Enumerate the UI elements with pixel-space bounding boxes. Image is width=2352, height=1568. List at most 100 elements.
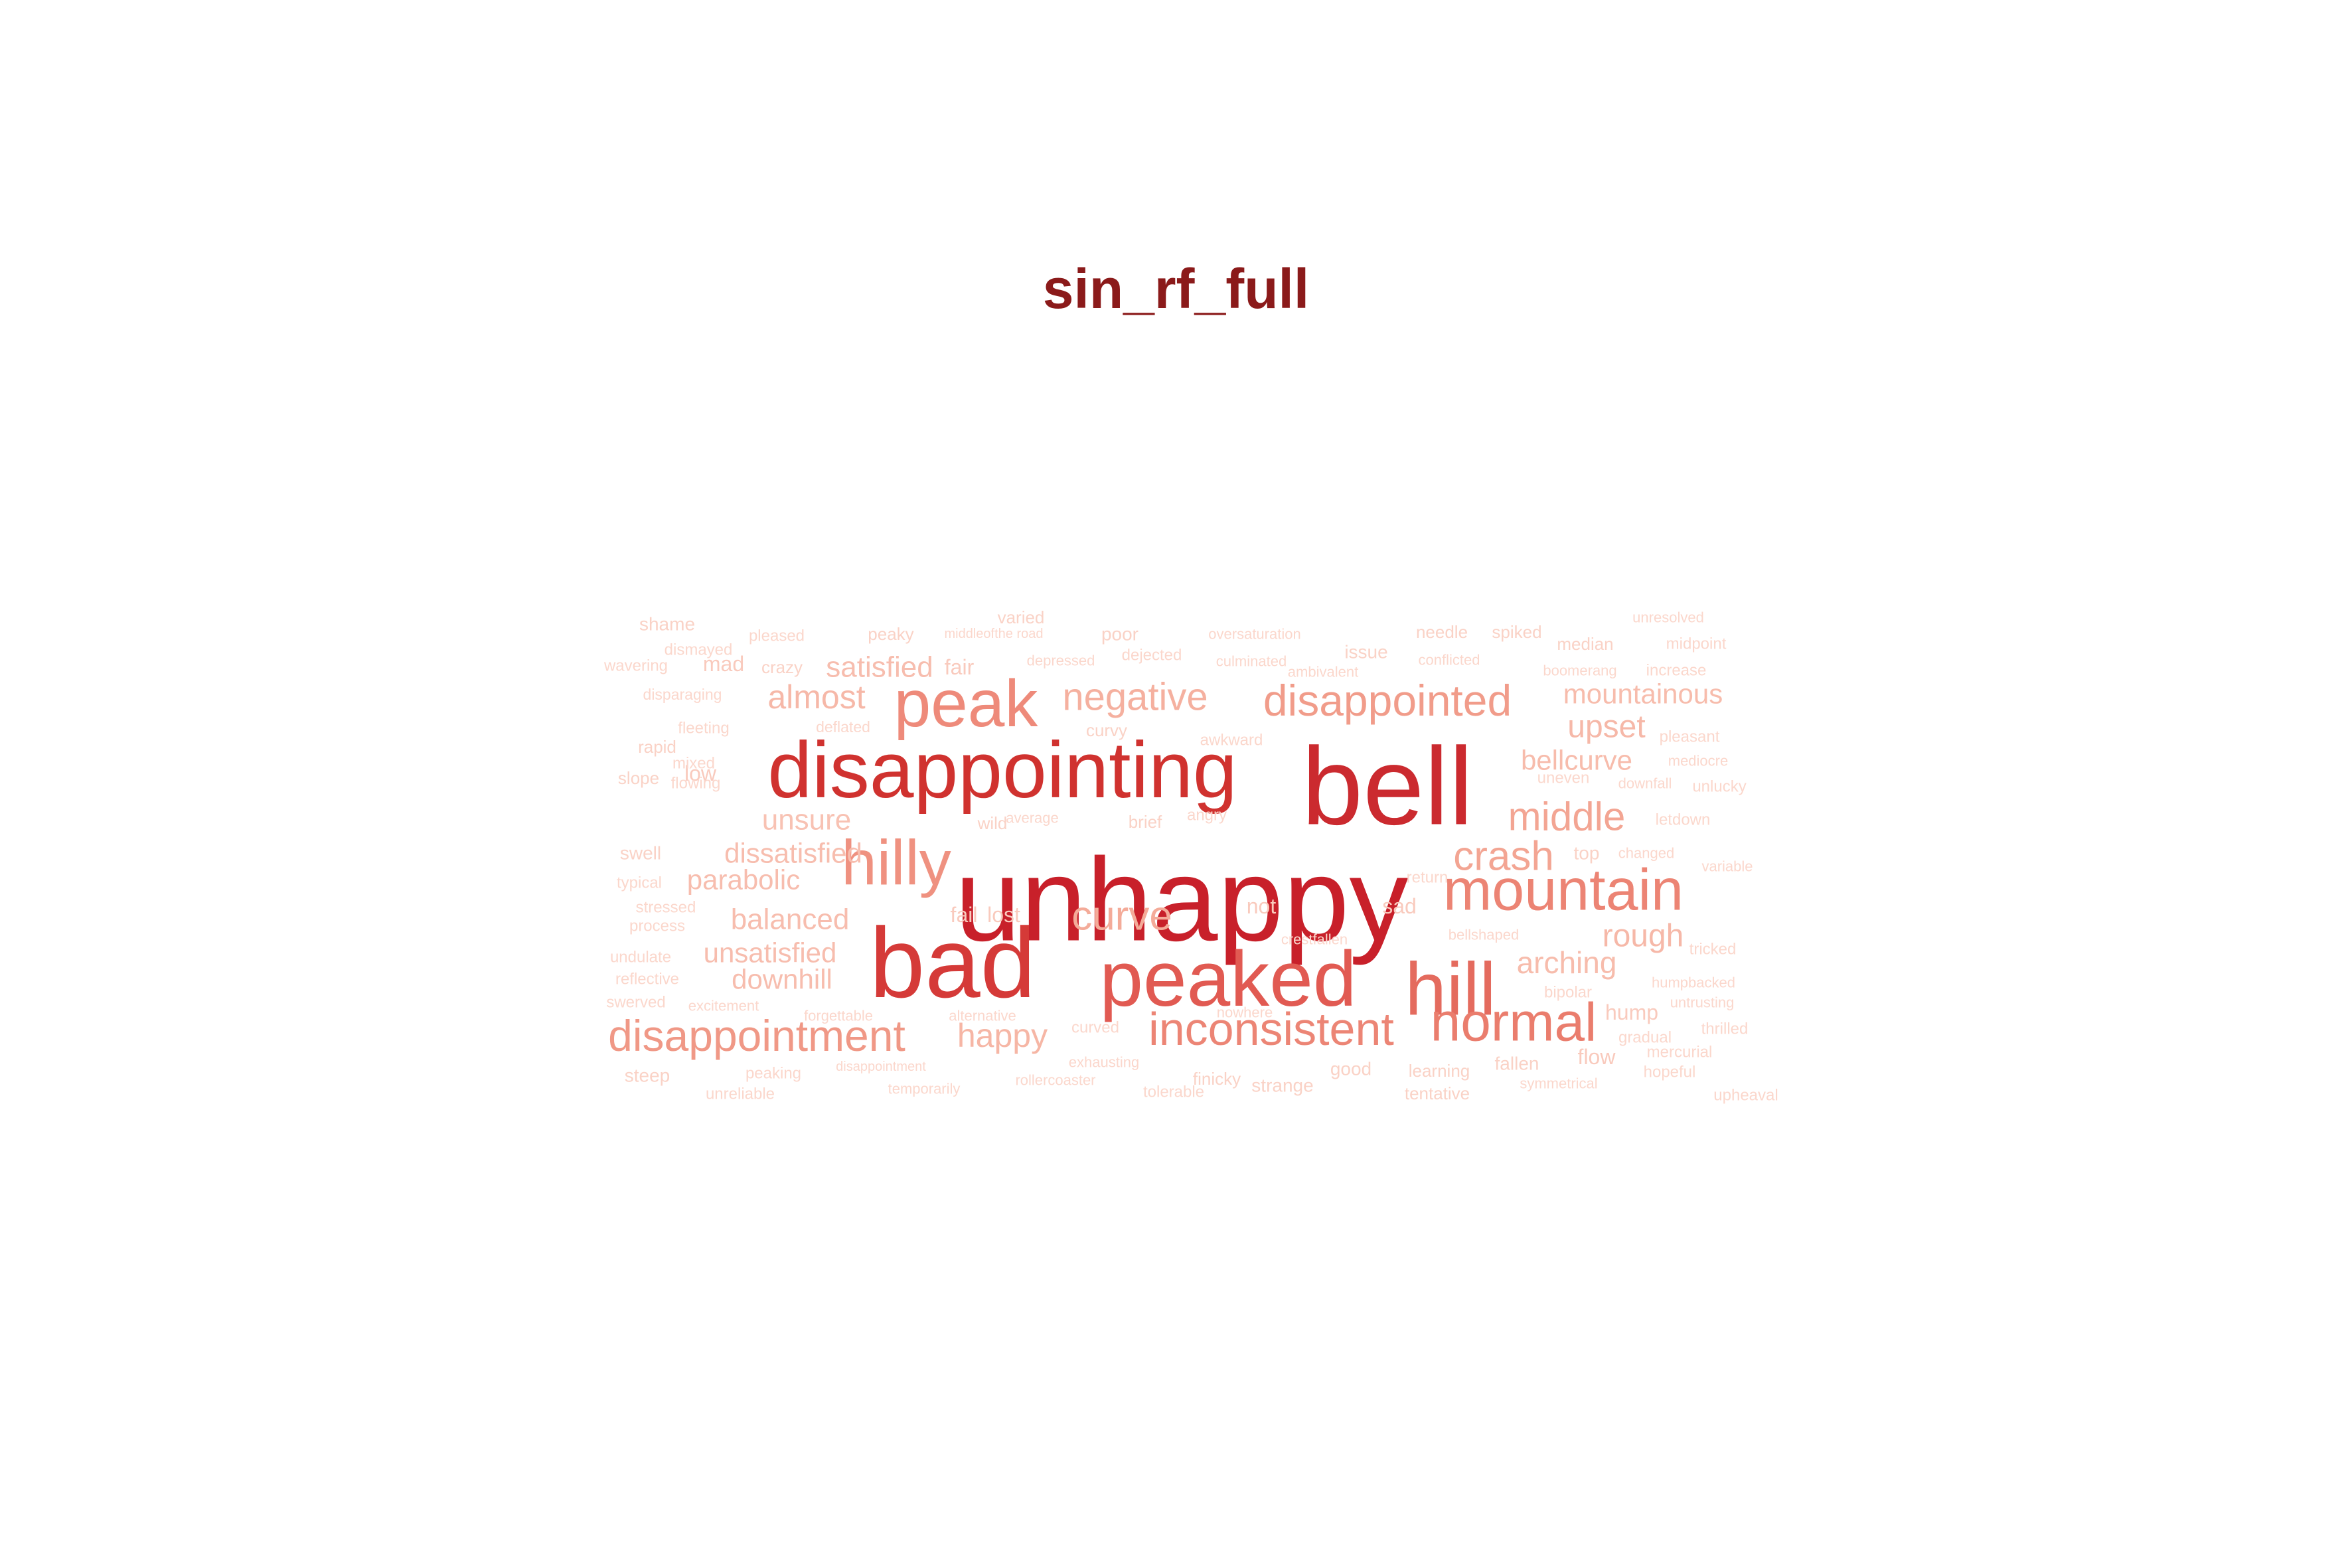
- word-gradual: gradual: [1618, 1029, 1672, 1047]
- word-deflated: deflated: [816, 718, 870, 736]
- word-reflective: reflective: [615, 971, 679, 988]
- word-stressed: stressed: [636, 899, 696, 917]
- word-not: not: [1247, 894, 1277, 918]
- word-brief: brief: [1129, 812, 1162, 832]
- word-mad: mad: [703, 652, 744, 676]
- word-hump: hump: [1605, 1000, 1658, 1024]
- word-parabolic: parabolic: [687, 864, 800, 896]
- word-tricked: tricked: [1689, 941, 1737, 959]
- word-hopeful: hopeful: [1644, 1063, 1696, 1081]
- word-ambivalent: ambivalent: [1288, 664, 1358, 680]
- word-culminated: culminated: [1216, 653, 1287, 670]
- word-bipolar: bipolar: [1544, 984, 1592, 1002]
- word-downhill: downhill: [732, 964, 832, 995]
- word-low: low: [684, 761, 717, 785]
- word-unsure: unsure: [762, 804, 852, 836]
- word-process: process: [629, 917, 685, 935]
- word-curvy: curvy: [1086, 720, 1127, 740]
- word-excitement: excitement: [688, 998, 759, 1014]
- word-letdown: letdown: [1656, 811, 1711, 829]
- word-crazy: crazy: [761, 657, 803, 677]
- word-depressed: depressed: [1027, 653, 1095, 669]
- word-disappointment: disappointment: [836, 1059, 926, 1074]
- word-learning: learning: [1409, 1061, 1470, 1081]
- word-bellshaped: bellshaped: [1449, 927, 1519, 943]
- word-shame: shame: [639, 614, 695, 635]
- word-tolerable: tolerable: [1143, 1083, 1204, 1101]
- word-rollercoaster: rollercoaster: [1015, 1072, 1095, 1089]
- word-happy: happy: [957, 1017, 1048, 1054]
- word-dissatisfied: dissatisfied: [724, 838, 862, 869]
- word-disparaging: disparaging: [643, 686, 722, 703]
- word-alternative: alternative: [949, 1008, 1016, 1024]
- word-downfall: downfall: [1618, 775, 1672, 792]
- word-peaking: peaking: [745, 1065, 801, 1083]
- word-upheaval: upheaval: [1713, 1087, 1778, 1105]
- word-rough: rough: [1603, 919, 1684, 954]
- word-flow: flow: [1578, 1045, 1616, 1069]
- word-flowing: flowing: [671, 775, 721, 793]
- word-thrilled: thrilled: [1701, 1020, 1749, 1038]
- word-unlucky: unlucky: [1692, 778, 1746, 796]
- word-crestfallen: crestfallen: [1281, 931, 1348, 948]
- word-satisfied: satisfied: [826, 651, 933, 684]
- word-bad: bad: [870, 907, 1036, 1018]
- word-humpbacked: humpbacked: [1652, 975, 1735, 991]
- word-lost: lost: [987, 903, 1020, 927]
- word-mountainous: mountainous: [1563, 678, 1723, 710]
- word-slope: slope: [618, 768, 659, 788]
- word-needle: needle: [1416, 622, 1468, 642]
- word-finicky: finicky: [1193, 1069, 1241, 1089]
- word-unreliable: unreliable: [706, 1085, 775, 1103]
- word-temporarily: temporarily: [888, 1081, 961, 1097]
- word-unresolved: unresolved: [1632, 609, 1704, 626]
- word-middleofthe-road: middleofthe road: [945, 627, 1044, 641]
- word-unsatisfied: unsatisfied: [704, 937, 837, 969]
- word-swerved: swerved: [606, 994, 665, 1012]
- word-exhausting: exhausting: [1069, 1054, 1139, 1071]
- word-curve: curve: [1071, 894, 1172, 939]
- word-middle: middle: [1508, 795, 1626, 839]
- word-steep: steep: [625, 1065, 670, 1086]
- word-symmetrical: symmetrical: [1520, 1075, 1597, 1092]
- word-boomerang: boomerang: [1543, 663, 1616, 679]
- word-arching: arching: [1517, 945, 1617, 980]
- word-conflicted: conflicted: [1419, 652, 1480, 668]
- word-spiked: spiked: [1492, 622, 1541, 642]
- word-fallen: fallen: [1495, 1054, 1539, 1074]
- word-pleasant: pleasant: [1660, 728, 1720, 746]
- word-swell: swell: [620, 843, 661, 864]
- word-oversaturation: oversaturation: [1208, 626, 1300, 643]
- word-uneven: uneven: [1537, 769, 1590, 787]
- word-pleased: pleased: [749, 627, 805, 645]
- word-disappointed: disappointed: [1263, 676, 1512, 725]
- word-midpoint: midpoint: [1666, 635, 1727, 653]
- word-bell: bell: [1302, 726, 1473, 848]
- word-median: median: [1557, 634, 1613, 654]
- word-typical: typical: [617, 874, 662, 892]
- word-poor: poor: [1101, 624, 1138, 645]
- word-top: top: [1574, 843, 1600, 864]
- word-varied: varied: [998, 607, 1045, 627]
- word-hill: hill: [1405, 948, 1496, 1031]
- word-peak: peak: [894, 666, 1039, 741]
- word-disappointing: disappointing: [767, 726, 1237, 815]
- word-wild: wild: [977, 813, 1008, 833]
- word-good: good: [1330, 1059, 1372, 1079]
- word-untrusting: untrusting: [1670, 994, 1735, 1011]
- word-mountain: mountain: [1443, 857, 1684, 923]
- word-undulate: undulate: [610, 949, 671, 967]
- word-rapid: rapid: [638, 737, 676, 757]
- chart-title: sin_rf_full: [1042, 258, 1310, 320]
- word-inconsistent: inconsistent: [1148, 1003, 1394, 1055]
- word-peaky: peaky: [868, 624, 913, 644]
- word-variable: variable: [1701, 858, 1753, 875]
- word-mediocre: mediocre: [1668, 753, 1728, 769]
- word-nowhere: nowhere: [1217, 1004, 1273, 1021]
- word-negative: negative: [1062, 676, 1208, 719]
- word-issue: issue: [1344, 642, 1387, 663]
- word-mixed: mixed: [672, 755, 715, 773]
- word-crash: crash: [1453, 834, 1554, 880]
